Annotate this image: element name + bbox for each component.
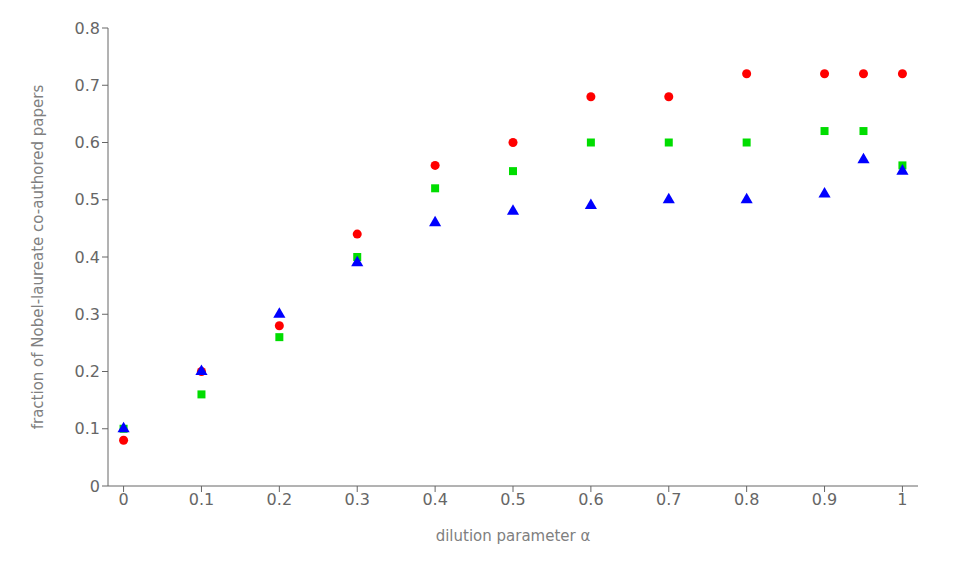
svg-text:0.6: 0.6: [75, 133, 100, 152]
svg-text:0.2: 0.2: [267, 490, 292, 509]
svg-text:0.3: 0.3: [75, 305, 100, 324]
svg-text:0.3: 0.3: [345, 490, 370, 509]
svg-text:0.6: 0.6: [578, 490, 603, 509]
svg-text:0.8: 0.8: [734, 490, 759, 509]
svg-text:0.7: 0.7: [656, 490, 681, 509]
svg-text:0.1: 0.1: [189, 490, 214, 509]
svg-text:0.4: 0.4: [75, 248, 100, 267]
svg-text:0.1: 0.1: [75, 419, 100, 438]
svg-text:0.5: 0.5: [500, 490, 525, 509]
svg-text:1: 1: [897, 490, 907, 509]
svg-text:0.4: 0.4: [422, 490, 447, 509]
svg-text:0.5: 0.5: [75, 190, 100, 209]
svg-text:fraction of Nobel-laureate co-: fraction of Nobel-laureate co-authored p…: [29, 85, 47, 430]
svg-text:0: 0: [118, 490, 128, 509]
svg-text:0.9: 0.9: [812, 490, 837, 509]
svg-text:0.7: 0.7: [75, 76, 100, 95]
svg-text:0: 0: [90, 477, 100, 496]
svg-text:0.8: 0.8: [75, 19, 100, 38]
svg-text:dilution parameter α: dilution parameter α: [436, 527, 591, 545]
svg-text:0.2: 0.2: [75, 362, 100, 381]
